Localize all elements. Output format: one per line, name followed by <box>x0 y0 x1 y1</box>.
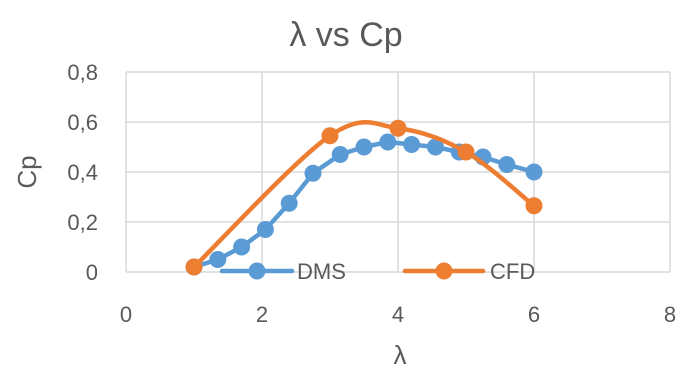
data-point-dms <box>304 164 322 182</box>
y-axis-label: Cp <box>12 155 42 188</box>
y-tick-label: 0,6 <box>67 110 98 135</box>
legend-marker <box>248 262 266 280</box>
x-tick-label: 4 <box>392 302 404 327</box>
data-point-cfd <box>525 197 543 215</box>
legend-label: DMS <box>297 259 346 284</box>
y-tick-label: 0,8 <box>67 60 98 85</box>
series-dms <box>185 133 543 276</box>
series-line-cfd <box>191 120 537 270</box>
data-point-dms <box>280 194 298 212</box>
tick-labels: 0 0,2 0,4 0,6 0,8 0 2 4 6 8 <box>67 60 676 327</box>
x-tick-label: 0 <box>120 302 132 327</box>
legend-entry-cfd: CFD <box>402 259 535 284</box>
data-point-cfd <box>389 119 407 137</box>
data-point-dms <box>525 163 543 181</box>
data-point-dms <box>209 251 227 268</box>
data-point-dms <box>426 138 444 156</box>
legend-entry-dms: DMS <box>219 259 346 284</box>
series-cfd <box>185 119 543 276</box>
data-point-dms <box>498 156 516 173</box>
y-tick-label: 0 <box>86 260 98 285</box>
data-point-dms <box>331 146 349 163</box>
legend: DMS CFD <box>219 259 535 284</box>
data-point-cfd <box>457 143 475 161</box>
chart-title: λ vs Cp <box>289 16 402 54</box>
data-point-cfd <box>185 258 203 276</box>
x-tick-label: 6 <box>528 302 540 327</box>
y-tick-label: 0,2 <box>67 210 98 235</box>
legend-marker <box>435 262 453 280</box>
data-point-dms <box>233 238 251 256</box>
data-point-dms <box>379 133 397 151</box>
data-point-dms <box>256 221 274 238</box>
data-point-dms <box>403 136 421 153</box>
data-point-cfd <box>321 127 339 145</box>
series-layer <box>185 119 543 276</box>
gridlines <box>125 71 671 273</box>
x-tick-label: 8 <box>664 302 676 327</box>
y-tick-label: 0,4 <box>67 160 98 185</box>
x-axis-label: λ <box>394 340 407 370</box>
legend-label: CFD <box>490 259 535 284</box>
x-tick-label: 2 <box>256 302 268 327</box>
data-point-dms <box>355 138 373 156</box>
